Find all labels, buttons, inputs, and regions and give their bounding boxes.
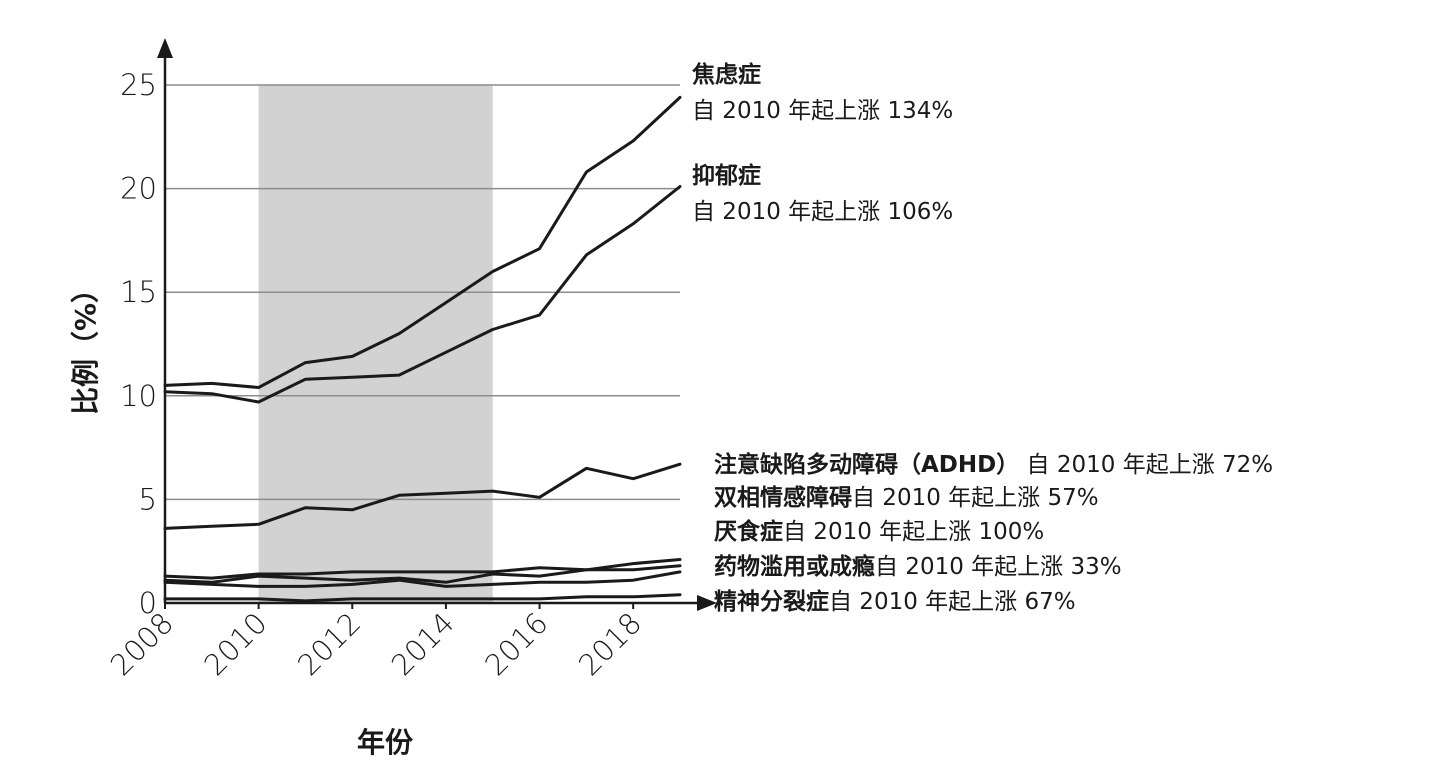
series-label-name-6: 精神分裂症 (714, 588, 829, 615)
series-line-4 (163, 564, 682, 584)
y-tick-label-25: 25 (120, 68, 157, 102)
series-label-5: 药物滥用或成瘾自 2010 年起上涨 33% (714, 553, 1122, 580)
series-line-6 (163, 593, 682, 603)
x-tick-label-2014: 2014 (385, 606, 461, 682)
series-label-2: 注意缺陷多动障碍（ADHD） 自 2010 年起上涨 72% (714, 451, 1273, 478)
y-axis-arrow-icon (157, 38, 173, 58)
gridlines-layer (165, 84, 680, 501)
series-line-2 (163, 462, 682, 530)
x-axis-title: 年份 (357, 726, 413, 759)
series-label-note-5: 自 2010 年起上涨 33% (875, 554, 1122, 580)
series-label-name-4: 厌食症 (714, 518, 783, 545)
series-label-name-0: 焦虑症 (692, 61, 761, 88)
series-label-3: 双相情感障碍自 2010 年起上涨 57% (714, 484, 1099, 511)
y-axis-title: 比例（%） (69, 275, 102, 415)
y-tick-label-0: 0 (139, 586, 157, 620)
series-label-note-0: 自 2010 年起上涨 134% (692, 98, 953, 124)
series-label-6: 精神分裂症自 2010 年起上涨 67% (714, 588, 1076, 615)
series-layer (163, 95, 682, 603)
series-label-name-3: 双相情感障碍 (714, 484, 852, 511)
y-tick-label-20: 20 (120, 172, 157, 206)
x-tick-label-2012: 2012 (291, 606, 367, 682)
series-label-note-3: 自 2010 年起上涨 57% (852, 485, 1099, 511)
y-tick-label-10: 10 (120, 379, 157, 413)
series-label-name-5: 药物滥用或成瘾 (714, 553, 875, 580)
x-tick-label-2018: 2018 (572, 606, 648, 682)
series-line-5 (163, 570, 682, 588)
series-label-name-1: 抑郁症 (692, 162, 761, 189)
y-tick-label-5: 5 (139, 482, 157, 516)
series-line-0 (163, 95, 682, 389)
x-tick-label-2010: 2010 (197, 606, 273, 682)
x-axis-arrow-icon (697, 595, 717, 611)
series-label-note-1: 自 2010 年起上涨 106% (692, 199, 953, 225)
series-label-4: 厌食症自 2010 年起上涨 100% (714, 518, 1044, 545)
x-tick-label-2016: 2016 (478, 606, 554, 682)
series-label-note-6: 自 2010 年起上涨 67% (829, 589, 1076, 615)
series-label-note-4: 自 2010 年起上涨 100% (783, 519, 1044, 545)
series-label-note-2: 自 2010 年起上涨 72% (1019, 452, 1273, 478)
series-label-name-2: 注意缺陷多动障碍（ADHD） (714, 451, 1019, 478)
y-tick-label-15: 15 (120, 275, 157, 309)
series-line-1 (163, 185, 682, 404)
